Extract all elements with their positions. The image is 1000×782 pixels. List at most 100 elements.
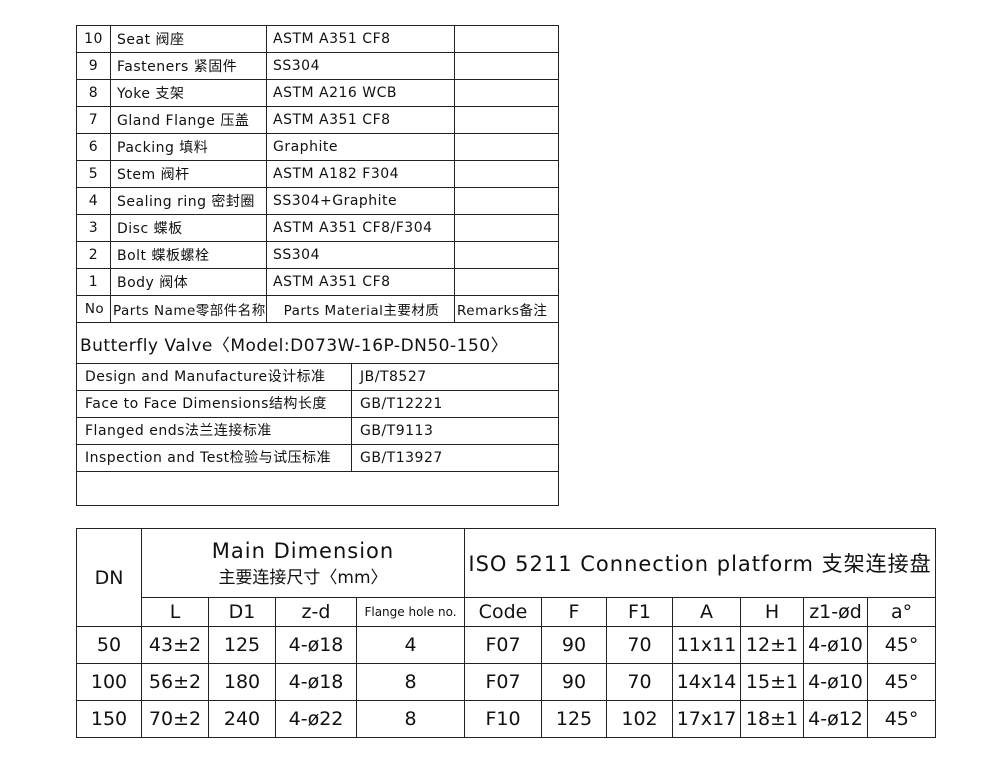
title-row: Butterfly Valve〈Model:D073W-16P-DN50-150… (76, 322, 559, 364)
dimension-row: 100 56±2 180 4-ø18 8 F07 90 70 14x14 15±1 4-ø10 45° (76, 663, 937, 701)
part-name: Sealing ring 密封圈 (110, 187, 267, 215)
iso-connection-header: ISO 5211 Connection platform 支架连接盘 (463, 528, 937, 598)
part-material: ASTM A216 WCB (266, 79, 455, 107)
dimension-cell: F07 (464, 663, 542, 701)
part-number: 10 (76, 25, 111, 53)
dimension-cell: 70±2 (141, 700, 209, 738)
standard-value: GB/T12221 (360, 396, 443, 412)
standard-label: Inspection and Test检验与试压标准 (78, 445, 352, 471)
standard-cell: Face to Face Dimensions结构长度 GB/T12221 (76, 390, 559, 418)
part-number: 4 (76, 187, 111, 215)
dimension-cell: 125 (208, 626, 276, 664)
dimension-row: 150 70±2 240 4-ø22 8 F10 125 102 17x17 18±1 4-ø12 4… (76, 700, 937, 738)
dimension-cell: 18±1 (740, 700, 804, 738)
part-material: ASTM A182 F304 (266, 160, 455, 188)
main-dimension-header: Main Dimension 主要连接尺寸〈mm〉 (141, 528, 465, 598)
part-number: 2 (76, 241, 111, 269)
dimension-cell: 11x11 (672, 626, 741, 664)
dimension-cell: 70 (606, 663, 673, 701)
parts-row: 2 Bolt 蝶板螺栓 SS304 (76, 241, 559, 269)
parts-table: 10 Seat 阀座 ASTM A351 CF8 9 Fasteners 紧固件 SS30… (76, 25, 559, 506)
part-number: 3 (76, 214, 111, 242)
dn-header: DN (76, 528, 142, 627)
standard-row: Flanged ends法兰连接标准 GB/T9113 (76, 417, 559, 445)
header-remarks: Remarks备注 (454, 295, 559, 323)
parts-row: 9 Fasteners 紧固件 SS304 (76, 52, 559, 80)
dimension-cell: 17x17 (672, 700, 741, 738)
standard-label: Face to Face Dimensions结构长度 (78, 391, 352, 417)
dimension-cell: 56±2 (141, 663, 209, 701)
standard-row: Face to Face Dimensions结构长度 GB/T12221 (76, 390, 559, 418)
dimension-cell: 14x14 (672, 663, 741, 701)
parts-row: 7 Gland Flange 压盖 ASTM A351 CF8 (76, 106, 559, 134)
dimension-cell: 15±1 (740, 663, 804, 701)
dimension-cell: 4-ø12 (803, 700, 868, 738)
parts-row: 1 Body 阀体 ASTM A351 CF8 (76, 268, 559, 296)
part-number: 5 (76, 160, 111, 188)
parts-header-row: No Parts Name零部件名称 Parts Material主要材质 Remar… (76, 295, 559, 323)
dimension-cell: 4-ø10 (803, 626, 868, 664)
dimension-cell: 4-ø22 (275, 700, 357, 738)
standard-cell: Inspection and Test检验与试压标准 GB/T13927 (76, 444, 559, 472)
standard-value: GB/T9113 (360, 423, 434, 439)
dimension-cell: 8 (356, 700, 465, 738)
standard-row: Design and Manufacture设计标准 JB/T8527 (76, 363, 559, 391)
parts-row: 6 Packing 填料 Graphite (76, 133, 559, 161)
dimension-cell: 240 (208, 700, 276, 738)
parts-row: 4 Sealing ring 密封圈 SS304+Graphite (76, 187, 559, 215)
part-remarks (454, 25, 559, 53)
column-header: D1 (208, 597, 276, 627)
column-header: z1-ød (803, 597, 868, 627)
part-material: SS304 (266, 52, 455, 80)
column-header: z-d (275, 597, 357, 627)
dimension-cell: 90 (541, 663, 607, 701)
parts-row: 10 Seat 阀座 ASTM A351 CF8 (76, 25, 559, 53)
part-material: ASTM A351 CF8 (266, 25, 455, 53)
part-remarks (454, 133, 559, 161)
parts-row: 5 Stem 阀杆 ASTM A182 F304 (76, 160, 559, 188)
part-remarks (454, 187, 559, 215)
blank-row (76, 471, 559, 506)
column-header: Flange hole no. (356, 597, 465, 627)
dimension-cell: 50 (76, 626, 142, 664)
main-dimension-subtitle: 主要连接尺寸〈mm〉 (218, 567, 388, 588)
standard-label: Flanged ends法兰连接标准 (78, 418, 352, 444)
part-name: Disc 蝶板 (110, 214, 267, 242)
dimension-cell: 4-ø10 (803, 663, 868, 701)
standard-cell: Flanged ends法兰连接标准 GB/T9113 (76, 417, 559, 445)
dimension-cell: 125 (541, 700, 607, 738)
part-name: Yoke 支架 (110, 79, 267, 107)
part-name: Gland Flange 压盖 (110, 106, 267, 134)
part-name: Stem 阀杆 (110, 160, 267, 188)
valve-model-title: Butterfly Valve〈Model:D073W-16P-DN50-150… (76, 322, 559, 364)
part-remarks (454, 106, 559, 134)
part-number: 7 (76, 106, 111, 134)
part-material: SS304 (266, 241, 455, 269)
dimension-cell: F10 (464, 700, 542, 738)
part-name: Seat 阀座 (110, 25, 267, 53)
part-number: 9 (76, 52, 111, 80)
standard-row: Inspection and Test检验与试压标准 GB/T13927 (76, 444, 559, 472)
parts-row: 3 Disc 蝶板 ASTM A351 CF8/F304 (76, 214, 559, 242)
dimension-cell: 90 (541, 626, 607, 664)
part-remarks (454, 160, 559, 188)
dimension-cell: 45° (866, 663, 937, 701)
part-number: 6 (76, 133, 111, 161)
part-material: ASTM A351 CF8 (266, 106, 455, 134)
dimension-cell: 45° (866, 700, 937, 738)
dimension-cell: 180 (208, 663, 276, 701)
standard-label: Design and Manufacture设计标准 (78, 364, 352, 390)
dimension-cell: 150 (76, 700, 142, 738)
standard-value: GB/T13927 (360, 450, 443, 466)
dimension-cell: 4-ø18 (275, 626, 357, 664)
header-no: No (76, 295, 111, 323)
main-dimension-title: Main Dimension (211, 538, 395, 563)
column-header: Code (464, 597, 542, 627)
part-remarks (454, 214, 559, 242)
dimension-table: DN Main Dimension 主要连接尺寸〈mm〉 ISO 5211 Co… (76, 528, 937, 738)
dimension-cell: 8 (356, 663, 465, 701)
standard-cell: Design and Manufacture设计标准 JB/T8527 (76, 363, 559, 391)
column-header: F1 (606, 597, 673, 627)
part-number: 1 (76, 268, 111, 296)
